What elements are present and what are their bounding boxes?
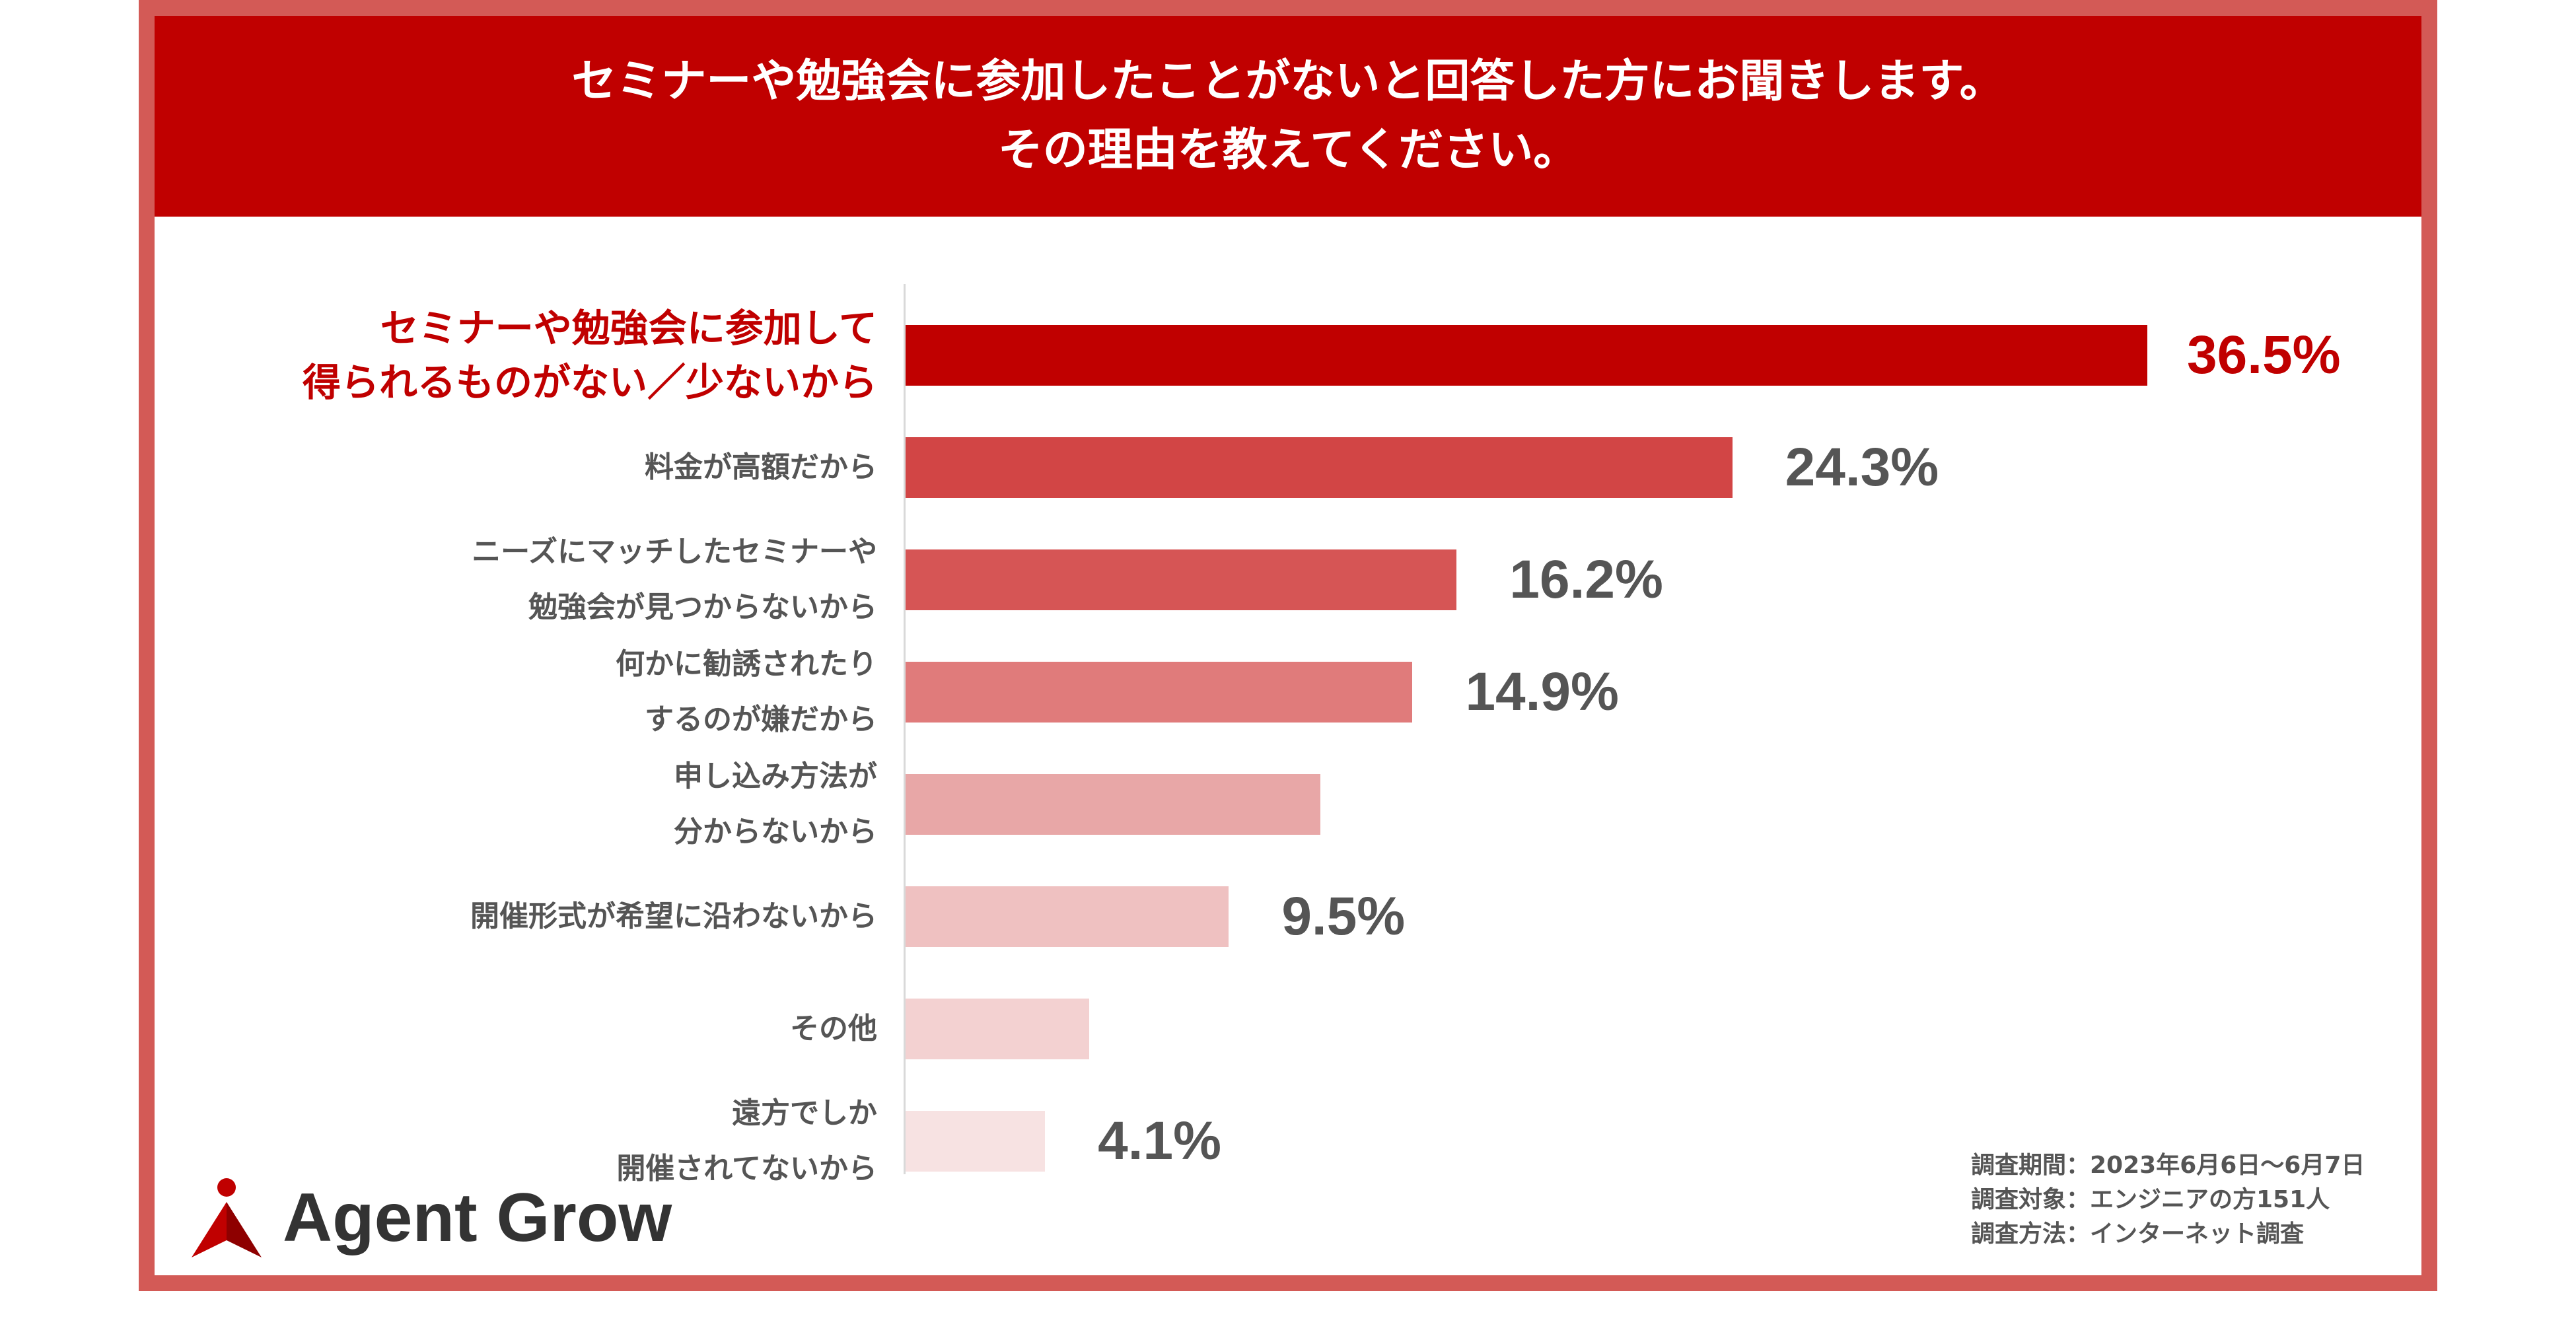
value-label: 16.2% (1509, 549, 1663, 610)
value-label: 36.5% (2187, 325, 2341, 385)
bar (906, 999, 1090, 1059)
logo-text: Agent Grow (283, 1180, 672, 1256)
bar (906, 1111, 1046, 1172)
value-label: 9.5% (1281, 886, 1406, 946)
agent-grow-logo-icon (192, 1178, 262, 1257)
category-label: 料金が高額だから (645, 440, 877, 495)
category-label-line: 開催形式が希望に沿わないから (470, 899, 877, 933)
category-label-line: するのが嫌だから (645, 703, 877, 736)
category-label: 申し込み方法が 分からないから (674, 749, 877, 860)
category-label-line: ニーズにマッチしたセミナーや (472, 535, 877, 569)
bar (906, 886, 1229, 947)
category-label: 何かに勧誘されたりするのが嫌だから (616, 637, 877, 748)
category-label-line: 申し込み方法が (674, 759, 877, 793)
survey-footnote: 調査期間：2023年6月6日〜6月7日 調査対象：エンジニアの方151人 調査方… (1971, 1148, 2365, 1252)
category-label: ニーズにマッチしたセミナーや勉強会が見つからないから (472, 524, 877, 635)
category-label-line: 料金が高額だから (645, 450, 877, 484)
chart-title: セミナーや勉強会に参加したことがないと回答した方にお聞きします。 その理由を教え… (155, 16, 2421, 217)
category-label: 開催形式が希望に沿わないから (470, 889, 877, 944)
category-label: セミナーや勉強会に参加して得られるものがない／少ないから (303, 301, 877, 409)
bar (906, 662, 1413, 723)
logo: Agent Grow (190, 1177, 672, 1259)
category-label-line: 得られるものがない／少ないから (302, 360, 877, 405)
value-label: 4.1% (1098, 1111, 1222, 1171)
footnote-method: 調査方法：インターネット調査 (1971, 1220, 2305, 1248)
bar (906, 549, 1457, 610)
category-label-line: 遠方でしか (732, 1096, 877, 1130)
title-line-2: その理由を教えてください。 (997, 124, 1579, 176)
category-label-line: その他 (790, 1012, 877, 1045)
bar (906, 774, 1321, 835)
category-label-line: 勉強会が見つからないから (528, 590, 877, 624)
value-label: 14.9% (1465, 662, 1619, 722)
category-label-line: 分からないから (674, 815, 877, 849)
category-label: その他 (790, 1001, 877, 1057)
category-label: 遠方でしか開催されてないから (616, 1086, 877, 1197)
bar (906, 325, 2147, 386)
category-label-line: 開催されてないから (616, 1152, 877, 1185)
title-line-1: セミナーや勉強会に参加したことがないと回答した方にお聞きします。 (571, 55, 2005, 108)
bar (906, 437, 1733, 498)
category-label-line: セミナーや勉強会に参加して (380, 306, 877, 351)
footnote-period: 調査期間：2023年6月6日〜6月7日 (1971, 1152, 2365, 1179)
footnote-target: 調査対象：エンジニアの方151人 (1971, 1186, 2330, 1213)
y-axis-line (904, 284, 906, 1174)
chart-frame: セミナーや勉強会に参加したことがないと回答した方にお聞きします。 その理由を教え… (139, 0, 2437, 1291)
value-label: 24.3% (1785, 437, 1939, 497)
category-label-line: 何かに勧誘されたり (616, 647, 877, 681)
